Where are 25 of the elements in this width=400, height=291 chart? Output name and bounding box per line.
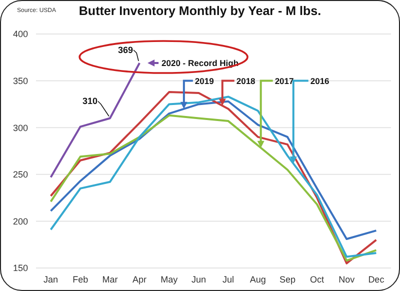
arrow-callout: 2018 [218,76,256,106]
x-tick-label: Nov [338,274,356,284]
x-tick-label: Apr [132,274,147,284]
x-tick-label: Jun [191,274,206,284]
x-tick-label: Oct [310,274,325,284]
y-tick-label: 150 [12,263,28,274]
annotation: 310 [82,96,98,106]
x-tick-label: May [160,274,178,284]
x-tick-label: Jan [44,274,58,284]
y-tick-label: 250 [12,170,28,180]
arrow-callout: 2019 [180,76,214,109]
x-tick-label: Sep [279,274,296,284]
x-tick-label: Feb [72,274,88,284]
y-tick-label: 300 [12,122,28,133]
y-tick-label: 400 [12,29,28,40]
annotation: 369 [118,45,134,56]
y-tick-label: 350 [12,76,28,86]
x-tick-label: Jul [222,274,234,284]
chart-title: Butter Inventory Monthly by Year - M lbs. [78,4,322,18]
line-series [50,62,141,178]
x-tick-label: Dec [368,274,385,284]
y-tick-label: 200 [12,216,28,226]
series-label: 2019 [194,76,214,86]
x-tick-label: Mar [102,274,118,284]
x-tick-label: Aug [250,274,266,284]
